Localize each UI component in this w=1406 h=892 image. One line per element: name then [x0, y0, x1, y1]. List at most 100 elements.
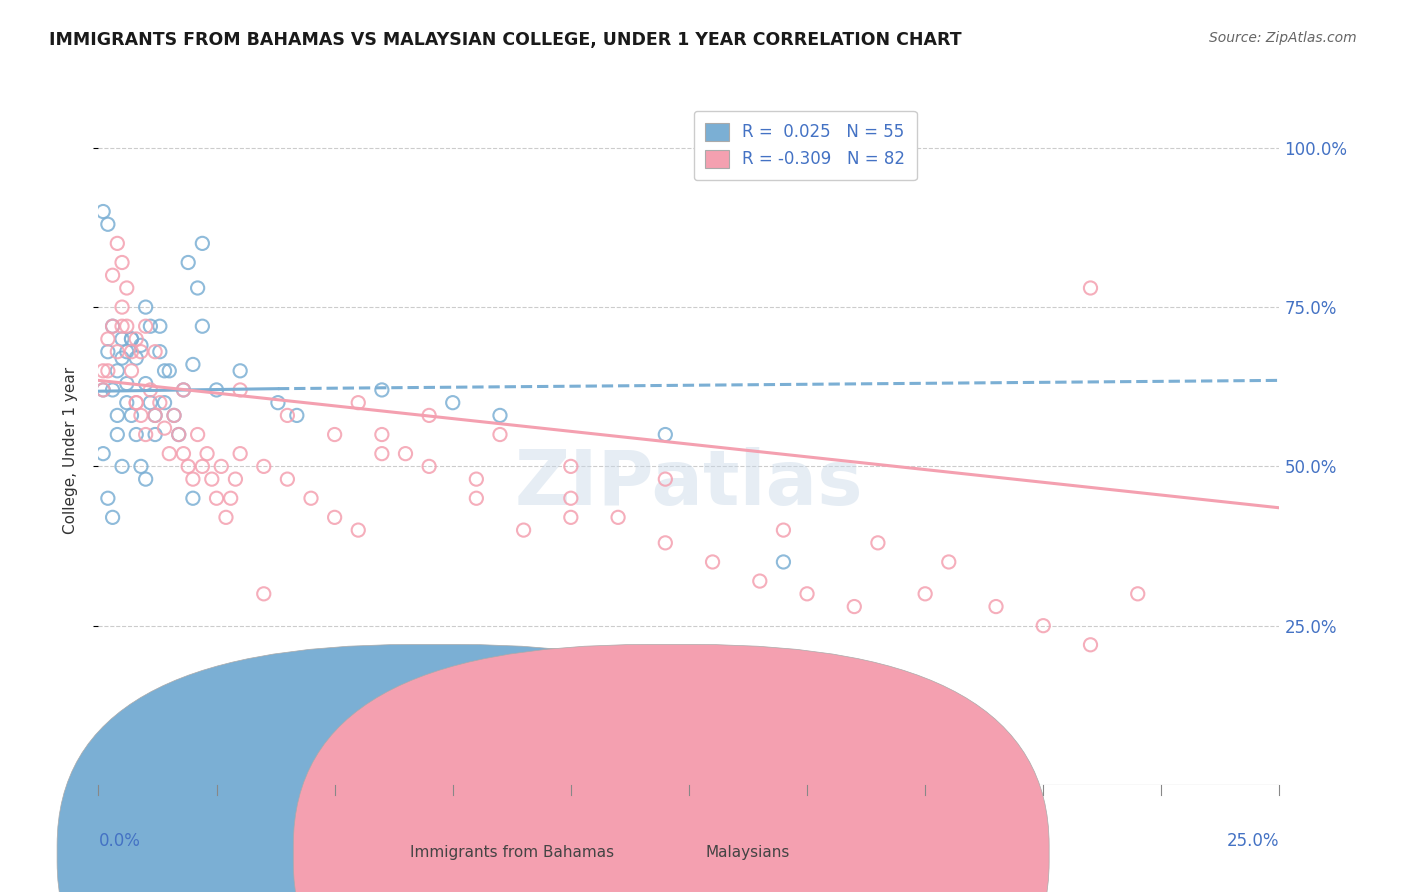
Point: [101, 510, 124, 524]
Point: [172, 383, 194, 397]
Y-axis label: College, Under 1 year: College, Under 1 year: [63, 367, 77, 534]
Point: [418, 409, 440, 423]
Point: [111, 332, 134, 346]
FancyBboxPatch shape: [294, 644, 1049, 892]
Point: [101, 383, 124, 397]
Point: [129, 459, 152, 474]
Point: [125, 395, 148, 409]
Point: [91, 364, 114, 378]
Point: [167, 427, 190, 442]
Point: [135, 427, 157, 442]
FancyBboxPatch shape: [58, 644, 813, 892]
Point: [115, 376, 138, 391]
Point: [607, 510, 630, 524]
Point: [938, 555, 960, 569]
Point: [772, 555, 794, 569]
Point: [105, 236, 128, 251]
Point: [347, 523, 370, 537]
Point: [139, 383, 162, 397]
Point: [139, 395, 162, 409]
Point: [105, 427, 128, 442]
Point: [191, 459, 214, 474]
Point: [253, 459, 276, 474]
Point: [172, 447, 194, 461]
Point: [1032, 618, 1054, 632]
Point: [149, 395, 172, 409]
Point: [215, 510, 238, 524]
Text: 25.0%: 25.0%: [1227, 831, 1279, 850]
Point: [489, 427, 512, 442]
Point: [97, 364, 120, 378]
Point: [139, 319, 162, 334]
Point: [181, 358, 204, 372]
Point: [125, 395, 148, 409]
Point: [135, 319, 157, 334]
Point: [371, 383, 394, 397]
Point: [157, 364, 180, 378]
Point: [153, 364, 176, 378]
Text: Malaysians: Malaysians: [706, 846, 790, 860]
Point: [111, 459, 134, 474]
Point: [187, 427, 209, 442]
Point: [560, 459, 582, 474]
Point: [143, 344, 166, 359]
Text: Immigrants from Bahamas: Immigrants from Bahamas: [409, 846, 614, 860]
Point: [153, 421, 176, 435]
Point: [163, 409, 186, 423]
Point: [224, 472, 246, 486]
Point: [129, 338, 152, 352]
Point: [111, 319, 134, 334]
Point: [129, 344, 152, 359]
Point: [111, 300, 134, 314]
Point: [347, 395, 370, 409]
Point: [153, 395, 176, 409]
Point: [187, 281, 209, 295]
Point: [177, 255, 200, 269]
Point: [654, 427, 676, 442]
Point: [111, 255, 134, 269]
Point: [101, 319, 124, 334]
Point: [299, 491, 322, 506]
Point: [394, 447, 416, 461]
Point: [914, 587, 936, 601]
Point: [91, 383, 114, 397]
Point: [121, 344, 143, 359]
Point: [195, 447, 218, 461]
Point: [489, 409, 512, 423]
Point: [465, 472, 488, 486]
Point: [267, 395, 290, 409]
Point: [115, 319, 138, 334]
Point: [125, 351, 148, 365]
Point: [205, 383, 228, 397]
Point: [91, 204, 114, 219]
Point: [560, 491, 582, 506]
Point: [219, 491, 242, 506]
Point: [97, 332, 120, 346]
Point: [702, 555, 724, 569]
Point: [1080, 281, 1102, 295]
Legend: R =  0.025   N = 55, R = -0.309   N = 82: R = 0.025 N = 55, R = -0.309 N = 82: [693, 111, 917, 180]
Point: [181, 472, 204, 486]
Point: [149, 319, 172, 334]
Point: [105, 364, 128, 378]
Point: [97, 344, 120, 359]
Point: [121, 332, 143, 346]
Point: [125, 332, 148, 346]
Point: [209, 459, 232, 474]
Point: [121, 332, 143, 346]
Point: [163, 409, 186, 423]
Text: 0.0%: 0.0%: [98, 831, 141, 850]
Point: [129, 409, 152, 423]
Text: IMMIGRANTS FROM BAHAMAS VS MALAYSIAN COLLEGE, UNDER 1 YEAR CORRELATION CHART: IMMIGRANTS FROM BAHAMAS VS MALAYSIAN COL…: [49, 31, 962, 49]
Point: [654, 536, 676, 550]
Text: ZIPatlas: ZIPatlas: [515, 447, 863, 521]
Point: [121, 409, 143, 423]
Point: [285, 409, 308, 423]
Point: [115, 395, 138, 409]
Point: [984, 599, 1007, 614]
Point: [125, 427, 148, 442]
Point: [418, 459, 440, 474]
Point: [1126, 587, 1149, 601]
Point: [229, 383, 252, 397]
Point: [91, 383, 114, 397]
